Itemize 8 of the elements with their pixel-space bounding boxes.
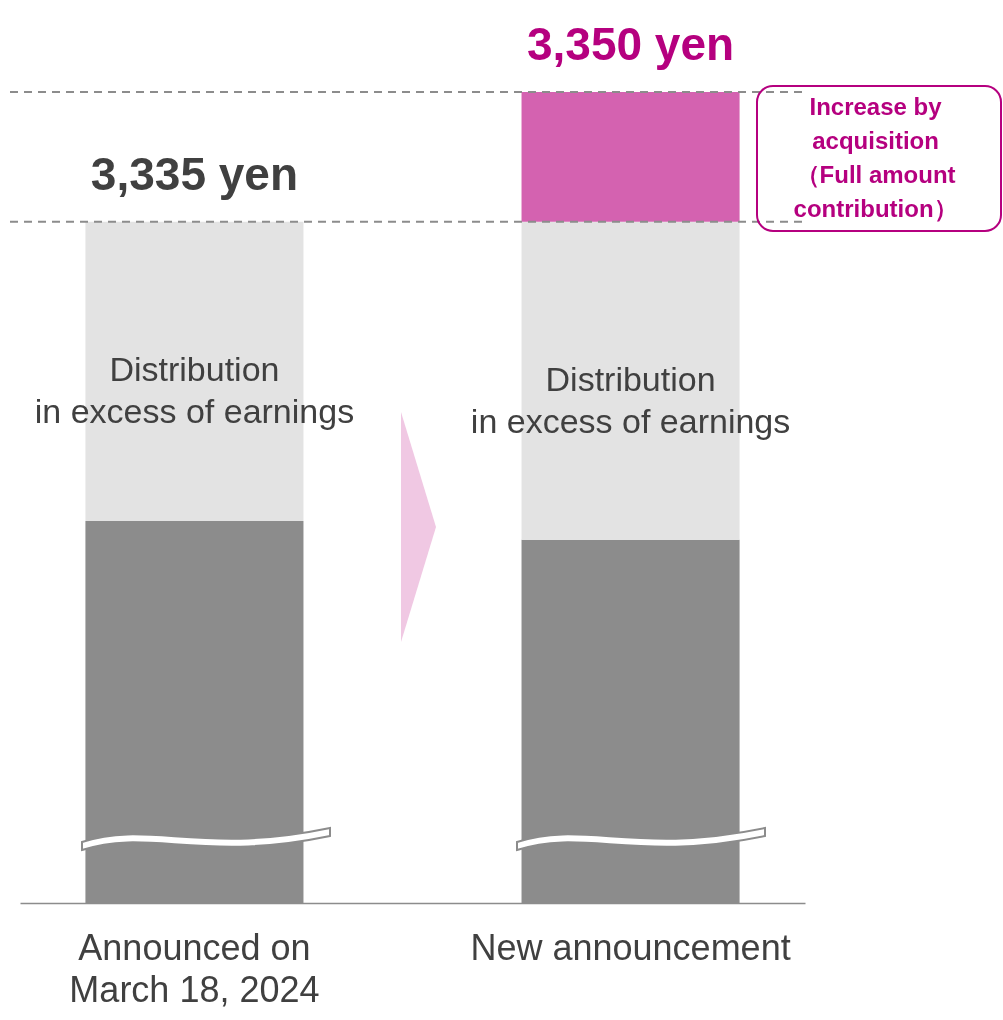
text: Distribution in excess of earnings: [470, 359, 791, 440]
bar: [521, 92, 740, 222]
annotation: 3,350 yen: [526, 18, 735, 70]
annotation: 3,335 yen: [90, 147, 299, 200]
text: Increase by acquisition （Full amount contribution）: [793, 93, 958, 222]
x-tick-label: New announcement: [470, 926, 791, 968]
series-label: Distribution in excess of earnings: [34, 350, 355, 431]
x-tick-label: Announced on March 18, 2024: [69, 926, 320, 1010]
